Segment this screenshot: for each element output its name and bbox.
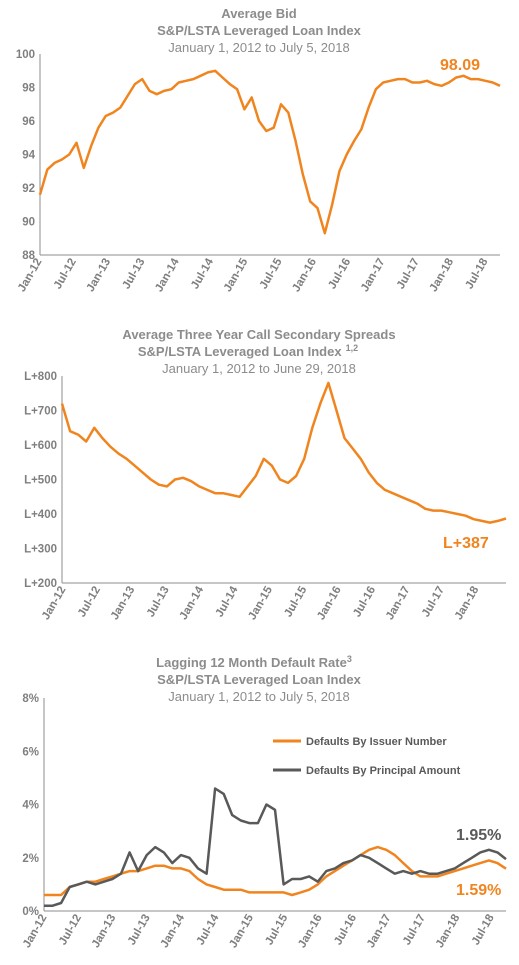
- x-tick-label: Jul-18: [463, 256, 490, 291]
- x-tick-label: Jul-15: [263, 912, 290, 947]
- chart2-date-range: January 1, 2012 to June 29, 2018: [162, 361, 356, 376]
- x-tick-label: Jan-16: [296, 913, 325, 951]
- x-tick-label: Jan-14: [178, 584, 207, 622]
- chart3-legend: Defaults By Issuer Number Defaults By Pr…: [273, 736, 461, 777]
- chart1-x-axis: Jan-12 Jul-12 Jan-13 Jul-13 Jan-14 Jul-14 Jan-…: [16, 256, 491, 294]
- x-tick-label: Jan-12: [40, 585, 69, 623]
- x-tick-label: Jul-12: [57, 913, 84, 948]
- x-tick-label: Jan-15: [227, 912, 256, 950]
- x-tick-label: Jan-12: [21, 913, 50, 951]
- chart2-y-axis: L+200 L+300 L+400 L+500 L+600 L+700 L+800: [24, 371, 57, 590]
- y-tick-label: L+700: [24, 406, 57, 418]
- legend-principal-label: Defaults By Principal Amount: [306, 765, 461, 777]
- chart3-principal-amount-line: [44, 787, 507, 907]
- x-tick-label: Jan-18: [434, 912, 463, 950]
- chart3-x-axis: Jan-12 Jul-12 Jan-13 Jul-13 Jan-14 Jul-14 Jan-…: [21, 912, 497, 950]
- chart2-latest-value: L+387: [443, 535, 489, 552]
- y-tick-label: 90: [22, 217, 35, 229]
- y-tick-label: 6%: [22, 746, 39, 758]
- legend-issuer-label: Defaults By Issuer Number: [306, 736, 447, 748]
- x-tick-label: Jul-13: [120, 257, 147, 292]
- chart2-subtitle-text: S&P/LSTA Leveraged Loan Index: [138, 344, 342, 359]
- x-tick-label: Jul-13: [145, 585, 172, 620]
- x-tick-label: Jan-16: [290, 257, 319, 295]
- chart1-title: Average Bid: [221, 6, 296, 21]
- y-tick-label: L+800: [24, 371, 57, 383]
- default-rate-chart: Lagging 12 Month Default Rate3 S&P/LSTA …: [21, 654, 507, 950]
- y-tick-label: 8%: [22, 693, 39, 705]
- chart3-date-range: January 1, 2012 to July 5, 2018: [168, 689, 349, 704]
- chart1-y-axis: 88 90 92 94 96 98 100: [16, 49, 36, 262]
- x-tick-label: Jul-15: [258, 256, 285, 291]
- x-tick-label: Jul-17: [395, 257, 422, 292]
- y-tick-label: L+500: [24, 475, 57, 487]
- x-tick-label: Jan-13: [85, 257, 114, 295]
- x-tick-label: Jul-16: [332, 913, 359, 948]
- y-tick-label: L+300: [24, 544, 57, 556]
- y-tick-label: 88: [22, 250, 35, 262]
- chart1-average-bid-line: [38, 69, 501, 235]
- y-tick-label: 96: [22, 116, 35, 128]
- x-tick-label: Jan-13: [90, 913, 119, 951]
- x-tick-label: Jan-17: [384, 585, 413, 623]
- chart2-subtitle: S&P/LSTA Leveraged Loan Index 1,2: [138, 343, 358, 359]
- x-tick-label: Jul-18: [470, 912, 497, 947]
- x-tick-label: Jul-13: [126, 913, 153, 948]
- average-bid-chart: Average Bid S&P/LSTA Leveraged Loan Inde…: [16, 6, 501, 294]
- x-tick-label: Jul-17: [401, 913, 428, 948]
- x-tick-label: Jan-18: [428, 256, 457, 294]
- chart1-subtitle: S&P/LSTA Leveraged Loan Index: [157, 23, 361, 38]
- x-tick-label: Jul-16: [351, 585, 378, 620]
- x-tick-label: Jul-14: [214, 584, 241, 619]
- x-tick-label: Jan-17: [359, 257, 388, 295]
- chart2-spread-line: [60, 381, 507, 524]
- x-tick-label: Jan-12: [16, 257, 45, 295]
- x-tick-label: Jul-16: [326, 257, 353, 292]
- chart3-issuer-number-line: [44, 845, 507, 897]
- y-tick-label: 98: [22, 83, 35, 95]
- x-tick-label: Jul-17: [420, 585, 447, 620]
- chart3-y-axis: 0% 2% 4% 6% 8%: [22, 693, 39, 918]
- chart2-title: Average Three Year Call Secondary Spread…: [122, 327, 395, 342]
- chart3-title-text: Lagging 12 Month Default Rate: [156, 655, 347, 670]
- chart3-issuer-latest-value: 1.59%: [456, 882, 501, 899]
- secondary-spreads-chart: Average Three Year Call Secondary Spread…: [24, 327, 507, 622]
- x-tick-label: Jan-15: [246, 584, 275, 622]
- chart2-x-axis: Jan-12 Jul-12 Jan-13 Jul-13 Jan-14 Jul-14 Jan-…: [40, 584, 482, 622]
- y-tick-label: 4%: [22, 800, 39, 812]
- y-tick-label: L+400: [24, 509, 57, 521]
- chart3-principal-latest-value: 1.95%: [456, 827, 501, 844]
- x-tick-label: Jan-16: [315, 585, 344, 623]
- y-tick-label: 92: [22, 183, 35, 195]
- x-tick-label: Jan-14: [159, 912, 188, 950]
- x-tick-label: Jul-12: [76, 585, 103, 620]
- y-tick-label: 2%: [22, 853, 39, 865]
- x-tick-label: Jan-13: [109, 585, 138, 623]
- y-tick-label: 94: [22, 150, 35, 162]
- x-tick-label: Jan-15: [222, 256, 251, 294]
- x-tick-label: Jan-18: [453, 584, 482, 622]
- chart1-latest-value: 98.09: [440, 57, 480, 74]
- x-tick-label: Jul-14: [195, 912, 222, 947]
- chart3-subtitle: S&P/LSTA Leveraged Loan Index: [157, 672, 361, 687]
- x-tick-label: Jan-14: [153, 256, 182, 294]
- chart2-subtitle-superscript: 1,2: [346, 343, 359, 353]
- x-tick-label: Jul-15: [282, 584, 309, 619]
- y-tick-label: L+200: [24, 578, 57, 590]
- chart3-title-superscript: 3: [347, 654, 352, 664]
- y-tick-label: L+600: [24, 440, 57, 452]
- x-tick-label: Jul-14: [189, 256, 216, 291]
- y-tick-label: 100: [16, 49, 35, 61]
- y-tick-label: 0%: [22, 906, 39, 918]
- chart3-title: Lagging 12 Month Default Rate3: [156, 654, 352, 670]
- x-tick-label: Jan-17: [365, 913, 394, 951]
- x-tick-label: Jul-12: [52, 257, 79, 292]
- chart1-date-range: January 1, 2012 to July 5, 2018: [168, 40, 349, 55]
